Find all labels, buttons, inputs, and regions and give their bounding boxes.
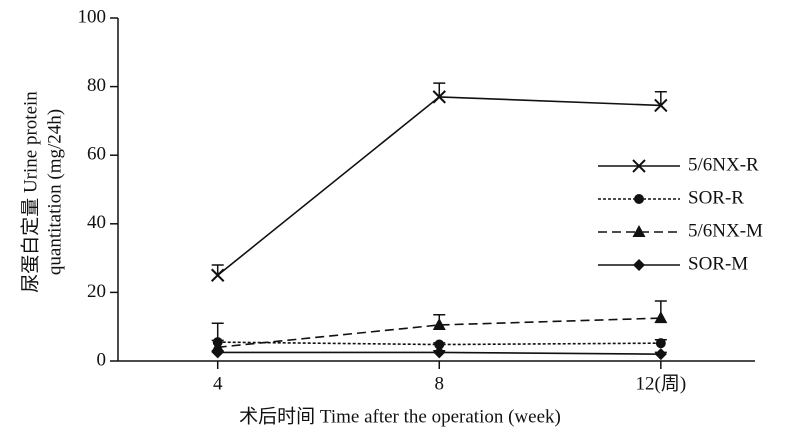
- marker: [210, 268, 225, 282]
- series-line: [217, 317, 661, 349]
- legend-marker: [632, 159, 646, 173]
- legend-label: 5/6NX-M: [688, 220, 763, 241]
- y-tick-label: 80: [87, 75, 106, 96]
- error-bar: [211, 264, 224, 276]
- marker: [654, 311, 668, 324]
- y-axis-label-line: 尿蛋白定量 Urine protein: [19, 91, 41, 293]
- x-tick-label: 4: [213, 373, 223, 394]
- x-tick-label: 8: [435, 373, 445, 394]
- y-tick-label: 20: [87, 281, 106, 302]
- y-axis-label-line: quantitation (mg/24h): [44, 109, 65, 275]
- marker: [654, 348, 667, 361]
- x-axis-label: 术后时间 Time after the operation (week): [239, 405, 561, 427]
- marker: [433, 346, 446, 359]
- marker: [211, 340, 225, 353]
- y-tick-label: 0: [97, 349, 107, 370]
- y-tick-label: 60: [87, 144, 106, 165]
- marker: [432, 317, 446, 330]
- x-tick-label: 12(周): [636, 373, 687, 394]
- error-bar: [433, 82, 446, 97]
- legend-label: SOR-R: [688, 187, 744, 208]
- marker: [434, 339, 445, 350]
- marker: [432, 90, 446, 104]
- legend-marker: [634, 194, 644, 204]
- legend-label: 5/6NX-R: [688, 154, 759, 175]
- error-bar: [654, 90, 667, 106]
- legend-marker: [633, 259, 645, 271]
- legend-marker: [632, 225, 646, 237]
- marker: [654, 98, 668, 113]
- y-axis-label: 尿蛋白定量 Urine protein quantitation (mg/24h…: [19, 91, 65, 293]
- marker: [211, 346, 224, 359]
- y-tick-label: 40: [87, 212, 106, 233]
- marker: [655, 338, 666, 349]
- y-tick-label: 100: [78, 6, 107, 27]
- series-line: [217, 96, 661, 276]
- legend-label: SOR-M: [688, 253, 748, 274]
